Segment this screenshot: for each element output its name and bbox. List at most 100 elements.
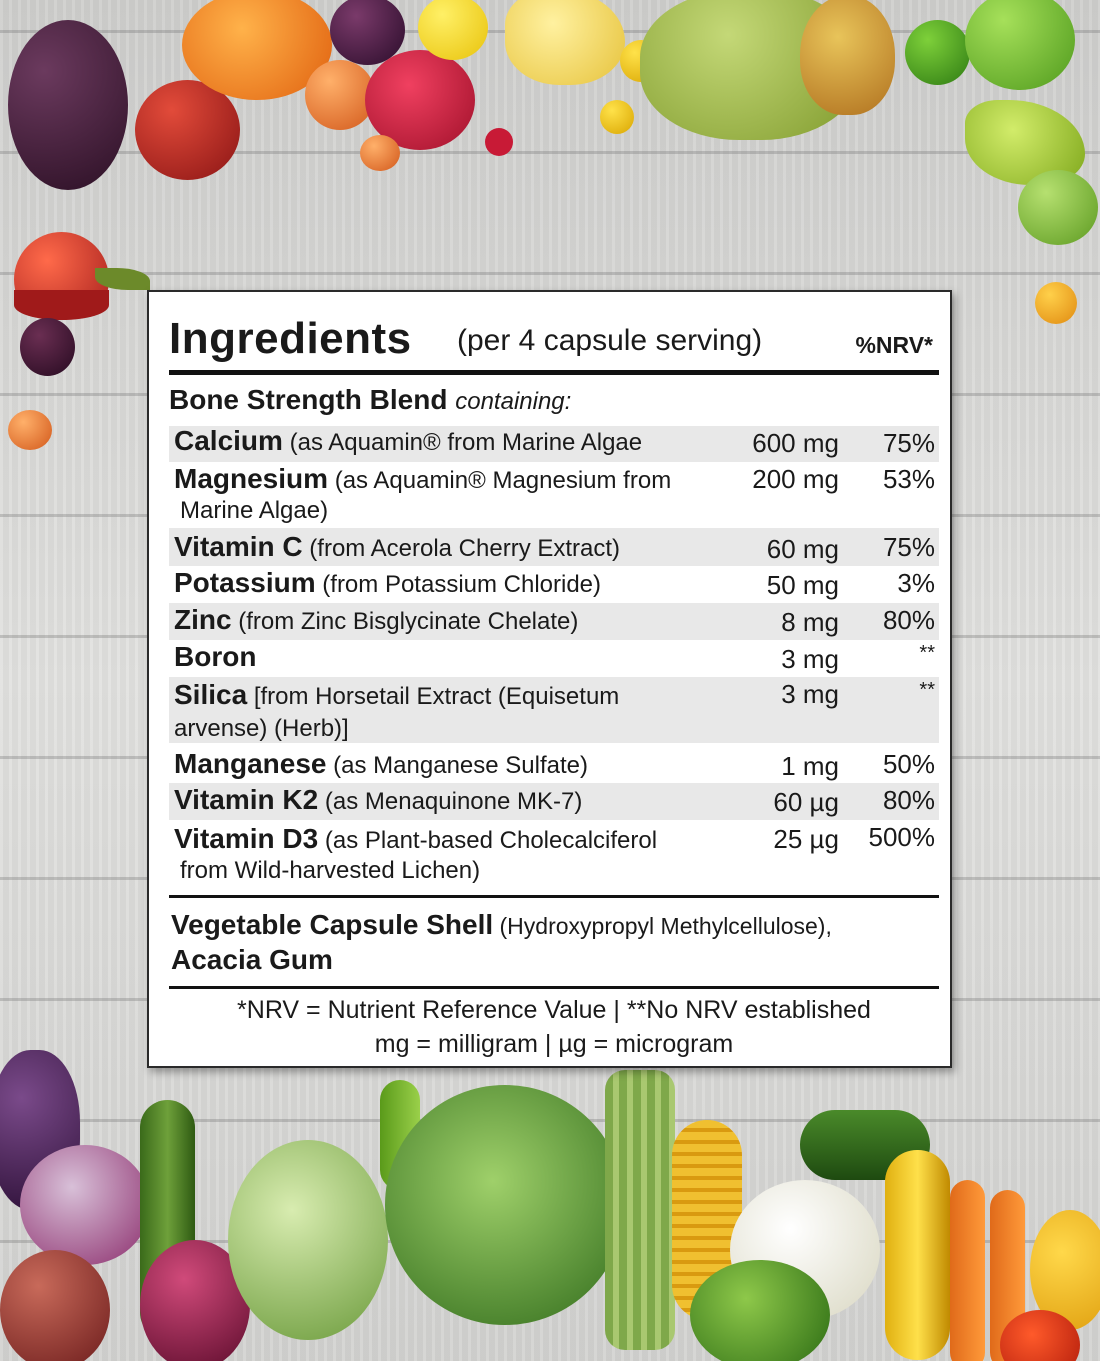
table-row: Potassium (from Potassium Chloride) 50 m… <box>169 566 939 603</box>
table-row: Vitamin K2 (as Menaquinone MK-7) 60 µg 8… <box>169 783 939 820</box>
potato-image <box>0 1250 110 1361</box>
ingredient-source: [from Horsetail Extract (Equisetum <box>253 683 620 710</box>
ingredient-name-cell: Manganese (as Manganese Sulfate) <box>174 749 714 781</box>
ingredient-name-cell: Calcium (as Aquamin® from Marine Algae <box>174 426 714 458</box>
serving-size: (per 4 capsule serving) <box>457 324 763 357</box>
ingredient-name: Silica <box>174 679 248 710</box>
ingredient-name-cell: Vitamin D3 (as Plant-based Cholecalcifer… <box>174 824 714 886</box>
ingredient-table: Calcium (as Aquamin® from Marine Algae 6… <box>169 426 939 886</box>
green-apple-image <box>965 0 1075 90</box>
ingredient-name: Boron <box>174 641 257 672</box>
acacia-gum: Acacia Gum <box>171 944 333 975</box>
page-title: Ingredients <box>169 314 412 363</box>
blend-heading: Bone Strength Blend containing: <box>169 384 571 416</box>
ingredient-source: (as Manganese Sulfate) <box>333 752 588 779</box>
ingredient-nrv: 500% <box>868 822 936 852</box>
ingredient-nrv: 50% <box>882 749 935 779</box>
ingredient-source-continued: arvense) (Herb)] <box>174 715 349 742</box>
capsule-shell-detail: (Hydroxypropyl Methylcellulose), <box>499 913 832 939</box>
ingredient-amount: 600 mg <box>752 428 839 458</box>
ingredient-source: (as Plant-based Cholecalciferol <box>324 827 658 854</box>
ingredient-source: (as Aquamin® Magnesium from <box>334 467 672 494</box>
ingredient-source: (from Zinc Bisglycinate Chelate) <box>238 608 579 635</box>
pear-image <box>800 0 895 115</box>
ingredient-name-cell: Magnesium (as Aquamin® Magnesium from Ma… <box>174 464 714 526</box>
ingredient-name: Zinc <box>174 604 232 635</box>
tomato-image <box>1000 1310 1080 1361</box>
ingredient-source: (as Aquamin® from Marine Algae <box>289 429 643 456</box>
ingredient-nrv: 80% <box>882 785 935 815</box>
blend-qualifier: containing: <box>455 388 572 415</box>
raspberries-image <box>365 50 475 150</box>
ingredient-nrv: 53% <box>882 464 935 494</box>
table-row: Vitamin D3 (as Plant-based Cholecalcifer… <box>169 820 939 886</box>
ingredient-amount: 8 mg <box>781 607 839 637</box>
ingredient-source: (from Potassium Chloride) <box>322 571 602 598</box>
table-row: Silica [from Horsetail Extract (Equisetu… <box>169 677 939 743</box>
blend-name: Bone Strength Blend <box>169 384 448 415</box>
apple-image <box>135 80 240 180</box>
leaf-image <box>95 268 150 290</box>
footnote-line-2: mg = milligram | µg = microgram <box>374 1030 734 1058</box>
header-divider <box>169 370 939 375</box>
footnote-divider <box>169 986 939 989</box>
ingredient-nrv: 75% <box>882 532 935 562</box>
yellow-plum-image <box>1035 282 1077 324</box>
apricot-image <box>305 60 375 130</box>
ingredient-name: Calcium <box>174 425 283 456</box>
raspberry-image <box>485 128 513 156</box>
vegetable-border-bottom <box>0 1040 1100 1361</box>
apricot-image <box>8 410 52 450</box>
table-row: Vitamin C (from Acerola Cherry Extract) … <box>169 528 939 566</box>
ingredient-amount: 60 mg <box>766 534 839 564</box>
footnote-line-1: *NRV = Nutrient Reference Value | **No N… <box>237 996 871 1024</box>
ingredient-source: (from Acerola Cherry Extract) <box>309 535 621 562</box>
asparagus-image <box>605 1070 675 1350</box>
ingredient-name-cell: Vitamin K2 (as Menaquinone MK-7) <box>174 785 714 817</box>
ingredient-name-cell: Boron <box>174 642 714 674</box>
ingredient-name: Vitamin C <box>174 531 303 562</box>
ingredient-name-cell: Potassium (from Potassium Chloride) <box>174 568 714 600</box>
ingredient-name-cell: Silica [from Horsetail Extract (Equisetu… <box>174 679 714 745</box>
radicchio-image <box>20 1145 150 1265</box>
ingredient-source-continued: from Wild-harvested Lichen) <box>180 857 481 884</box>
ingredient-nrv: 3% <box>897 568 935 598</box>
ingredient-amount: 25 µg <box>773 824 839 854</box>
ingredient-name-cell: Zinc (from Zinc Bisglycinate Chelate) <box>174 605 714 637</box>
banana-image <box>505 0 625 85</box>
fruit-border-top <box>0 0 1100 290</box>
ingredient-nrv: 75% <box>882 428 935 458</box>
ingredient-name: Potassium <box>174 567 316 598</box>
ingredient-amount: 3 mg <box>781 679 839 709</box>
ingredient-amount: 200 mg <box>752 464 839 494</box>
table-row: Magnesium (as Aquamin® Magnesium from Ma… <box>169 462 939 528</box>
lettuce-image <box>690 1260 830 1361</box>
panel-header: Ingredients (per 4 capsule serving) %NRV… <box>169 314 939 364</box>
cabbage-image <box>228 1140 388 1340</box>
section-divider <box>169 895 939 898</box>
green-apple-image <box>1018 170 1098 245</box>
ingredient-amount: 3 mg <box>781 644 839 674</box>
nrv-column-header: %NRV* <box>855 332 933 358</box>
lime-image <box>905 20 970 85</box>
yellow-squash-image <box>885 1150 950 1360</box>
ingredient-name: Vitamin K2 <box>174 784 319 815</box>
ingredient-source-continued: Marine Algae) <box>180 497 329 524</box>
capsule-shell-name: Vegetable Capsule Shell <box>171 909 494 940</box>
ingredients-panel: Ingredients (per 4 capsule serving) %NRV… <box>147 290 952 1068</box>
ingredient-name-cell: Vitamin C (from Acerola Cherry Extract) <box>174 532 714 564</box>
table-row: Boron 3 mg ** <box>169 640 939 677</box>
apricot-small-image <box>360 135 400 171</box>
grapes-image <box>8 20 128 190</box>
table-row: Calcium (as Aquamin® from Marine Algae 6… <box>169 426 939 462</box>
ingredient-name: Vitamin D3 <box>174 823 319 854</box>
ingredient-name: Manganese <box>174 748 327 779</box>
ingredient-source: (as Menaquinone MK-7) <box>324 788 583 815</box>
ingredient-nrv: ** <box>919 642 935 664</box>
ingredient-amount: 60 µg <box>773 787 839 817</box>
peach-image <box>14 290 109 320</box>
peach-image <box>14 232 109 290</box>
other-ingredients: Vegetable Capsule Shell (Hydroxypropyl M… <box>171 908 931 978</box>
ingredient-name: Magnesium <box>174 463 329 494</box>
plum-image <box>330 0 405 65</box>
